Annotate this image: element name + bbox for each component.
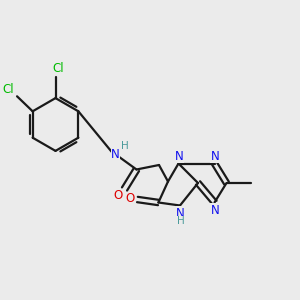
Text: N: N [175, 149, 184, 163]
Text: O: O [114, 189, 123, 202]
Text: N: N [176, 207, 185, 220]
Text: O: O [126, 192, 135, 205]
Text: N: N [211, 149, 220, 163]
Text: H: H [121, 141, 128, 151]
Text: H: H [177, 216, 184, 226]
Text: Cl: Cl [53, 61, 64, 75]
Text: N: N [211, 204, 220, 217]
Text: N: N [111, 148, 120, 161]
Text: Cl: Cl [3, 82, 14, 96]
